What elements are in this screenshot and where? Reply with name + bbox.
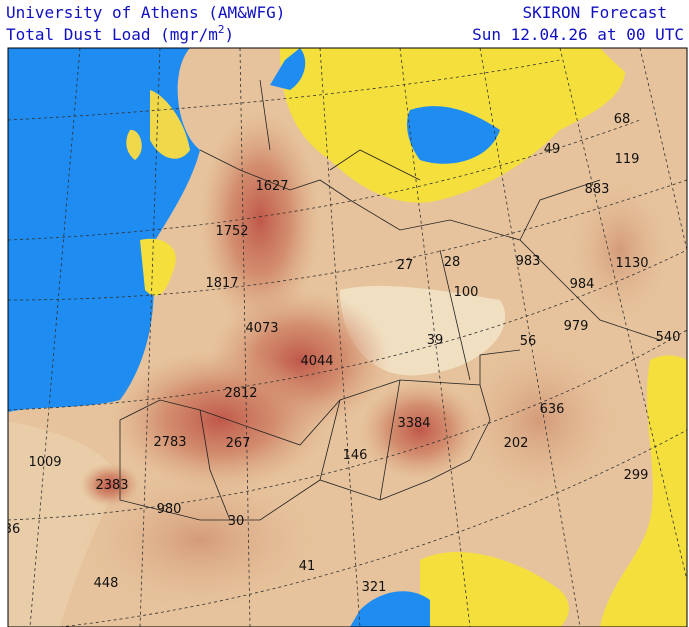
map: 68 49 119 1627 883 1752 27 28 983 1130 1817 100 984 4… — [4, 48, 687, 627]
map-label: 36 — [4, 522, 21, 537]
borders — [119, 79, 661, 521]
map-label: 28 — [444, 255, 461, 270]
map-label: 56 — [520, 334, 537, 349]
header-text: Total Dust Load (mgr/m — [6, 25, 218, 44]
map-label: 2812 — [224, 386, 257, 401]
sea — [270, 48, 306, 90]
map-label: 39 — [427, 333, 444, 348]
header-sup: 2 — [218, 23, 225, 36]
dust-plume — [110, 350, 330, 490]
map-label: 2783 — [153, 435, 186, 450]
map-label: 299 — [624, 468, 649, 483]
map-label: 267 — [226, 436, 251, 451]
graticule — [8, 48, 687, 627]
dust-plume — [360, 380, 480, 480]
header-line: University of Athens (AM&WFG) — [6, 3, 285, 22]
map-label: 30 — [228, 514, 245, 529]
dust-plume — [570, 180, 670, 320]
map-label: 321 — [362, 580, 387, 595]
dust-plume — [460, 340, 620, 500]
land — [600, 48, 687, 110]
header-line: SKIRON Forecast — [523, 3, 668, 22]
header-close: ) — [225, 25, 235, 44]
header-line: Sun 12.04.26 at 00 UTC — [472, 25, 684, 44]
header-line: Total Dust Load (mgr/m2) — [6, 23, 234, 44]
map-label: 984 — [570, 277, 595, 292]
map-label: 448 — [94, 576, 119, 591]
map-label: 100 — [454, 285, 479, 300]
map-label: 636 — [540, 402, 565, 417]
map-label: 1627 — [255, 179, 288, 194]
yellow-area — [600, 355, 687, 627]
map-label: 119 — [615, 152, 640, 167]
sea — [350, 591, 430, 627]
map-label: 980 — [157, 502, 182, 517]
labels: 68 49 119 1627 883 1752 27 28 983 1130 1817 100 984 4… — [4, 112, 681, 595]
map-label: 2383 — [95, 478, 128, 493]
yellow-area — [420, 551, 569, 627]
map-label: 1009 — [28, 455, 61, 470]
map-label: 4044 — [300, 354, 333, 369]
map-label: 883 — [585, 182, 610, 197]
map-label: 202 — [504, 436, 529, 451]
map-label: 1752 — [215, 224, 248, 239]
map-label: 27 — [397, 258, 414, 273]
map-label: 4073 — [245, 321, 278, 336]
sea — [407, 106, 500, 164]
map-label: 1817 — [205, 276, 238, 291]
map-label: 979 — [564, 319, 589, 334]
map-label: 3384 — [397, 416, 430, 431]
map-label: 41 — [299, 559, 316, 574]
map-label: 146 — [343, 448, 368, 463]
yellow-area — [140, 238, 176, 296]
map-label: 1130 — [615, 256, 648, 271]
map-label: 540 — [656, 330, 681, 345]
map-frame — [7, 47, 688, 627]
map-label: 49 — [544, 142, 561, 157]
map-label: 68 — [614, 112, 631, 127]
yellow-area — [126, 90, 190, 160]
map-label: 983 — [516, 254, 541, 269]
